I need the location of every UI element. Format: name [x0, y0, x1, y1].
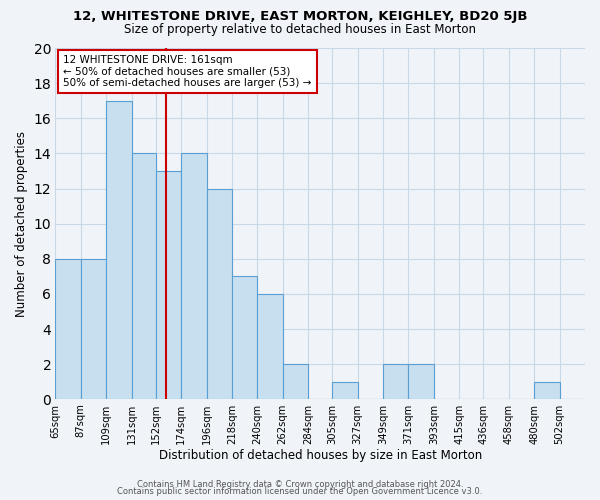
Text: 12, WHITESTONE DRIVE, EAST MORTON, KEIGHLEY, BD20 5JB: 12, WHITESTONE DRIVE, EAST MORTON, KEIGH…	[73, 10, 527, 23]
Text: Contains public sector information licensed under the Open Government Licence v3: Contains public sector information licen…	[118, 487, 482, 496]
Bar	[131, 154, 156, 400]
Bar	[283, 364, 308, 400]
Bar	[206, 188, 232, 400]
Bar	[106, 100, 131, 400]
Bar	[156, 171, 181, 400]
Text: Contains HM Land Registry data © Crown copyright and database right 2024.: Contains HM Land Registry data © Crown c…	[137, 480, 463, 489]
Bar	[257, 294, 283, 400]
Bar	[232, 276, 257, 400]
Text: 12 WHITESTONE DRIVE: 161sqm
← 50% of detached houses are smaller (53)
50% of sem: 12 WHITESTONE DRIVE: 161sqm ← 50% of det…	[64, 55, 312, 88]
Bar	[409, 364, 434, 400]
Bar	[81, 259, 106, 400]
X-axis label: Distribution of detached houses by size in East Morton: Distribution of detached houses by size …	[158, 450, 482, 462]
Bar	[534, 382, 560, 400]
Y-axis label: Number of detached properties: Number of detached properties	[15, 130, 28, 316]
Bar	[383, 364, 409, 400]
Bar	[332, 382, 358, 400]
Text: Size of property relative to detached houses in East Morton: Size of property relative to detached ho…	[124, 22, 476, 36]
Bar	[55, 259, 81, 400]
Bar	[181, 154, 206, 400]
